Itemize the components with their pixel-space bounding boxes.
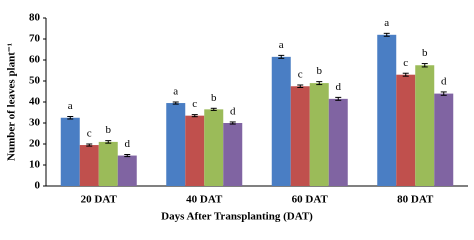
bar <box>98 141 118 186</box>
chart: Days After Transplanting (DAT) Number of… <box>6 12 468 223</box>
bar <box>223 123 243 186</box>
significance-letter: d <box>336 81 342 93</box>
significance-letter: d <box>441 75 447 87</box>
y-tick-label: 80 <box>29 12 41 24</box>
bar <box>377 34 397 186</box>
significance-letter: b <box>211 92 217 104</box>
significance-letter: a <box>173 86 178 98</box>
bar <box>328 98 348 186</box>
x-tick-label: 60 DAT <box>292 194 329 206</box>
y-axis-title: Number of leaves plant⁻¹ <box>6 43 18 161</box>
bar <box>204 109 224 186</box>
bar <box>185 115 205 186</box>
x-tick-label: 40 DAT <box>186 194 223 206</box>
y-tick-label: 20 <box>29 138 41 150</box>
bar <box>166 103 186 186</box>
bar <box>309 83 329 186</box>
x-tick-label: 80 DAT <box>397 194 434 206</box>
x-tick-label: 20 DAT <box>81 194 118 206</box>
significance-letter: c <box>403 57 408 69</box>
y-tick-label: 40 <box>29 96 41 108</box>
bar <box>271 56 291 186</box>
significance-letter: d <box>125 138 131 150</box>
bar <box>434 93 454 186</box>
significance-letter: a <box>279 39 284 51</box>
significance-letter: d <box>230 105 236 117</box>
y-tick-label: 0 <box>35 180 41 192</box>
bar <box>415 65 435 186</box>
bar <box>60 117 80 186</box>
y-tick-label: 10 <box>29 159 41 171</box>
y-tick-label: 60 <box>29 54 41 66</box>
significance-letter: a <box>384 17 389 29</box>
y-tick-label: 50 <box>29 75 41 87</box>
significance-letter: c <box>192 98 197 110</box>
bar <box>396 74 416 186</box>
significance-letter: b <box>317 65 323 77</box>
bar <box>290 86 310 186</box>
significance-letter: c <box>298 69 303 81</box>
x-axis-title: Days After Transplanting (DAT) <box>161 211 313 223</box>
significance-letter: a <box>68 100 73 112</box>
significance-letter: b <box>106 124 112 136</box>
bar <box>79 145 99 186</box>
significance-letter: c <box>87 128 92 140</box>
y-tick-label: 70 <box>29 33 41 45</box>
bar <box>117 155 137 186</box>
y-tick-label: 30 <box>29 117 41 129</box>
significance-letter: b <box>422 47 428 59</box>
